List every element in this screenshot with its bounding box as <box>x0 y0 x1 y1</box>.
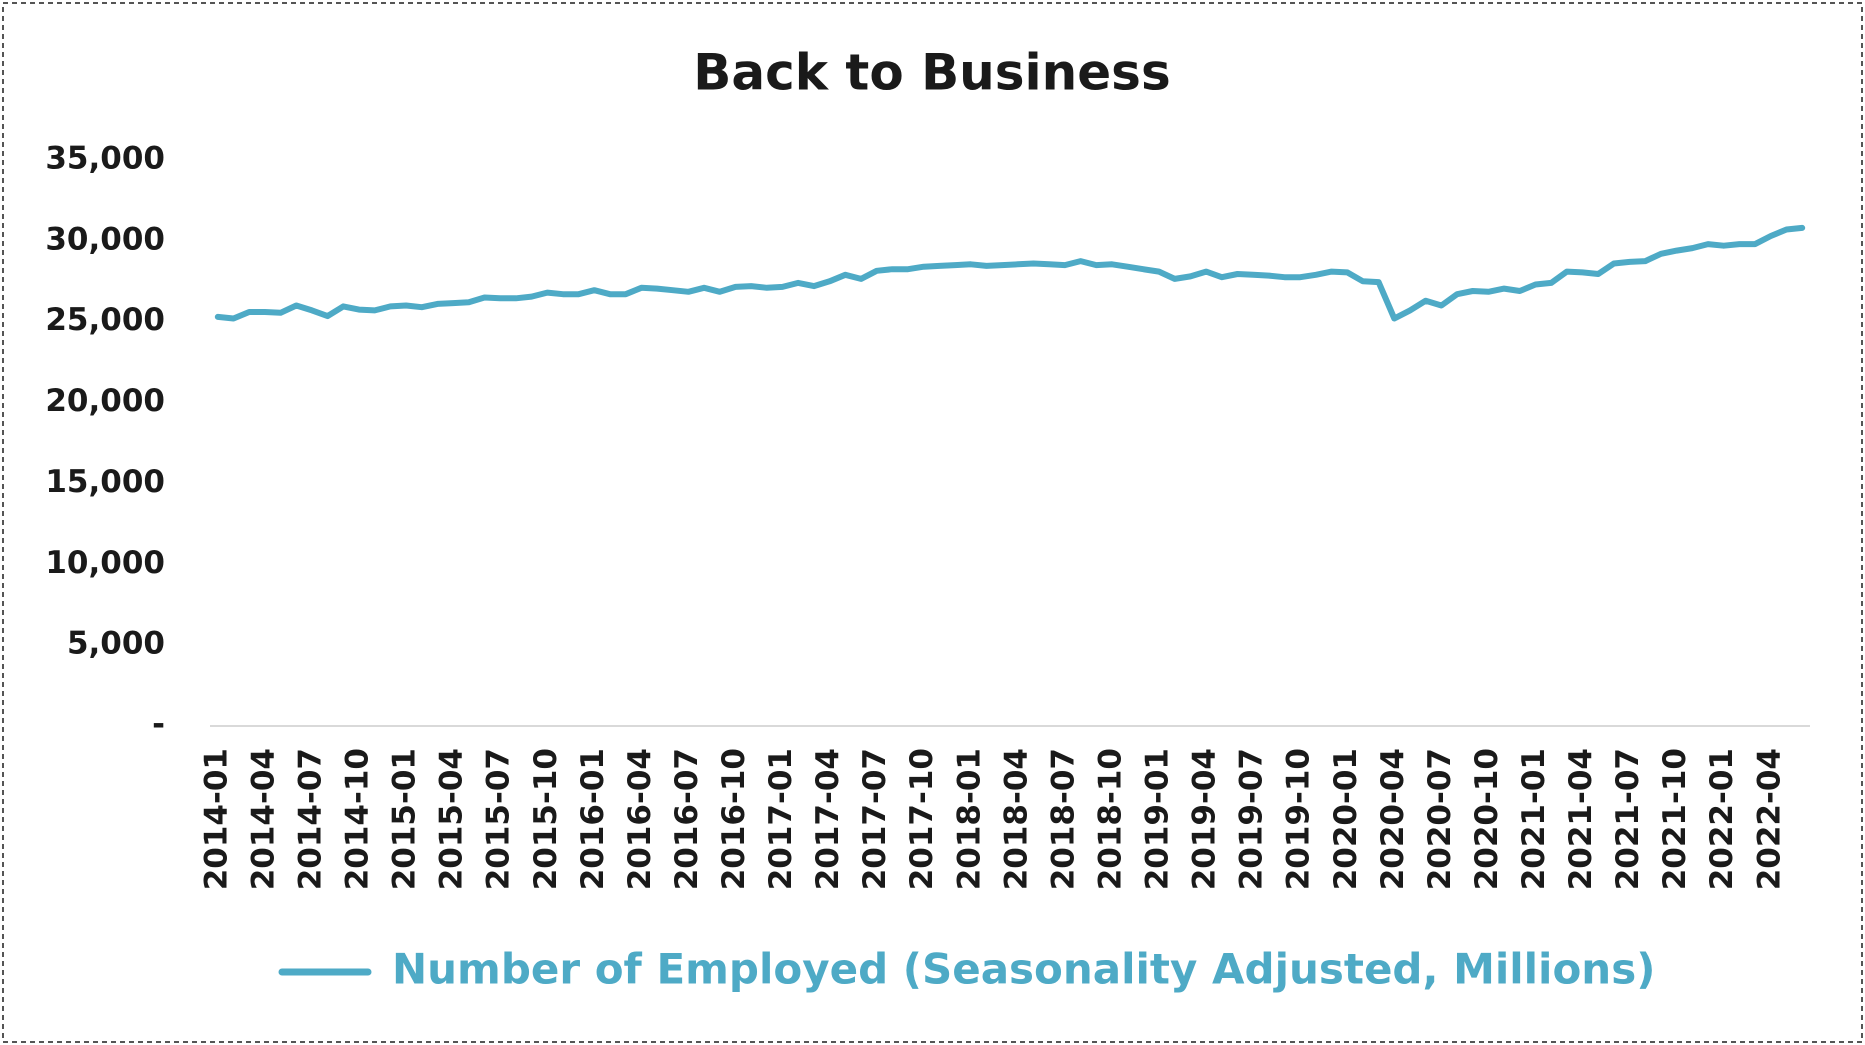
y-tick-label: - <box>152 707 165 743</box>
x-tick-label: 2017-01 <box>763 748 799 890</box>
x-tick-label: 2016-07 <box>669 748 705 890</box>
y-tick-label: 10,000 <box>45 545 165 581</box>
x-tick-label: 2017-10 <box>904 748 940 890</box>
y-tick-label: 25,000 <box>45 302 165 338</box>
x-tick-label: 2019-07 <box>1234 748 1270 890</box>
x-tick-label: 2019-04 <box>1187 748 1223 890</box>
y-tick-label: 5,000 <box>67 626 165 662</box>
x-tick-label: 2020-01 <box>1328 748 1364 890</box>
x-tick-label: 2016-10 <box>716 748 752 890</box>
x-tick-label: 2014-10 <box>340 748 376 890</box>
y-tick-label: 15,000 <box>45 464 165 500</box>
x-tick-label: 2017-04 <box>810 748 846 890</box>
x-tick-label: 2015-04 <box>434 748 470 890</box>
x-tick-label: 2014-04 <box>245 748 281 890</box>
x-tick-label: 2016-01 <box>575 748 611 890</box>
x-tick-label: 2021-10 <box>1657 748 1693 890</box>
y-tick-label: 20,000 <box>45 383 165 419</box>
y-tick-label: 30,000 <box>45 221 165 257</box>
x-tick-label: 2015-07 <box>481 748 517 890</box>
x-tick-label: 2015-01 <box>387 748 423 890</box>
x-tick-label: 2021-07 <box>1610 748 1646 890</box>
x-tick-label: 2019-01 <box>1140 748 1176 890</box>
x-tick-label: 2018-01 <box>951 748 987 890</box>
y-tick-label: 35,000 <box>45 141 165 177</box>
x-tick-label: 2015-10 <box>528 748 564 890</box>
x-tick-label: 2014-07 <box>292 748 328 890</box>
x-tick-label: 2022-04 <box>1751 748 1787 890</box>
x-tick-label: 2019-10 <box>1281 748 1317 890</box>
x-tick-label: 2022-01 <box>1704 748 1740 890</box>
data-line <box>214 224 1806 322</box>
x-tick-label: 2020-10 <box>1469 748 1505 890</box>
x-tick-label: 2018-07 <box>1045 748 1081 890</box>
x-tick-label: 2020-04 <box>1375 748 1411 890</box>
x-tick-label: 2021-04 <box>1563 748 1599 890</box>
x-tick-label: 2021-01 <box>1516 748 1552 890</box>
x-tick-label: 2017-07 <box>857 748 893 890</box>
legend-label: Number of Employed (Seasonality Adjusted… <box>392 945 1655 994</box>
x-tick-label: 2016-04 <box>622 748 658 890</box>
x-tick-label: 2020-07 <box>1422 748 1458 890</box>
x-tick-label: 2014-01 <box>198 748 234 890</box>
x-tick-label: 2018-10 <box>1092 748 1128 890</box>
x-tick-label: 2018-04 <box>998 748 1034 890</box>
chart-title: Back to Business <box>693 44 1170 102</box>
